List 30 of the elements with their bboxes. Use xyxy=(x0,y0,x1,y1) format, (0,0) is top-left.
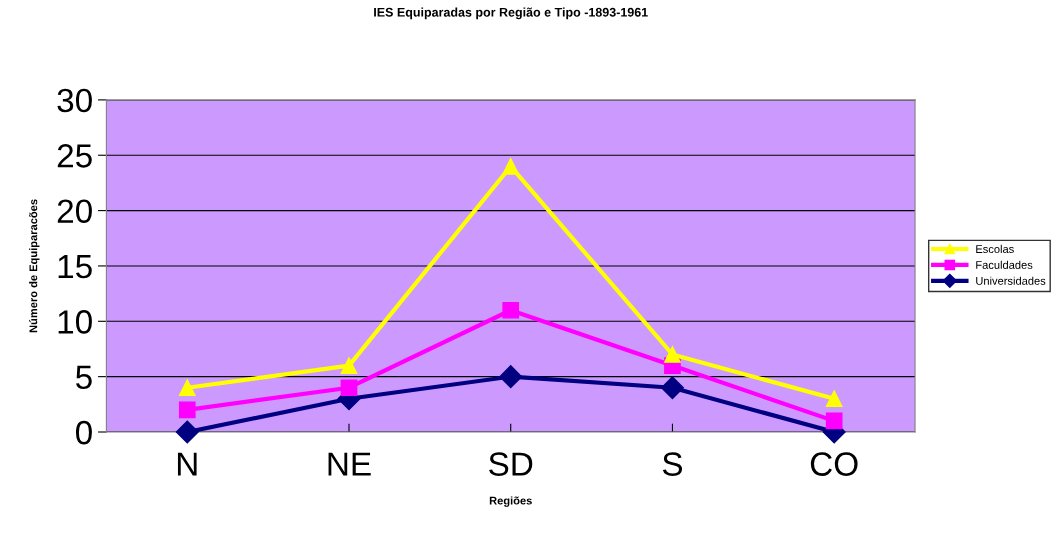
point xyxy=(340,357,358,374)
point xyxy=(178,379,196,397)
x-axis-title: Regiões xyxy=(489,496,532,507)
y-tick-label: 25 xyxy=(57,144,92,168)
point xyxy=(502,157,520,175)
x-tick-label: NE xyxy=(328,452,371,476)
y-axis-title: Número de Equiparacões xyxy=(29,199,40,333)
point xyxy=(340,379,358,397)
x-tick-label: CO xyxy=(810,452,858,476)
y-tick-label: 5 xyxy=(76,365,92,390)
y-tick-label: 30 xyxy=(57,88,92,113)
x-tick-label: SD xyxy=(489,452,533,476)
chart-title: IES Equiparadas por Região e Tipo -1893-1961 xyxy=(374,7,648,20)
point xyxy=(825,412,843,430)
point xyxy=(660,376,684,400)
point xyxy=(175,420,199,444)
point xyxy=(178,401,196,419)
legend-label: Escolas xyxy=(976,244,1014,254)
y-tick-label: 15 xyxy=(58,255,92,279)
y-tick-label: 20 xyxy=(57,199,92,224)
point xyxy=(502,301,520,319)
point xyxy=(825,390,843,408)
y-tick-label: 0 xyxy=(75,420,92,445)
legend-label: Universidades xyxy=(976,276,1046,285)
point xyxy=(499,365,523,389)
y-tick-label: 10 xyxy=(58,310,92,334)
x-tick-label: S xyxy=(662,452,683,476)
x-tick-label: N xyxy=(177,452,197,476)
legend-label: Faculdades xyxy=(976,260,1033,269)
point xyxy=(664,346,681,363)
